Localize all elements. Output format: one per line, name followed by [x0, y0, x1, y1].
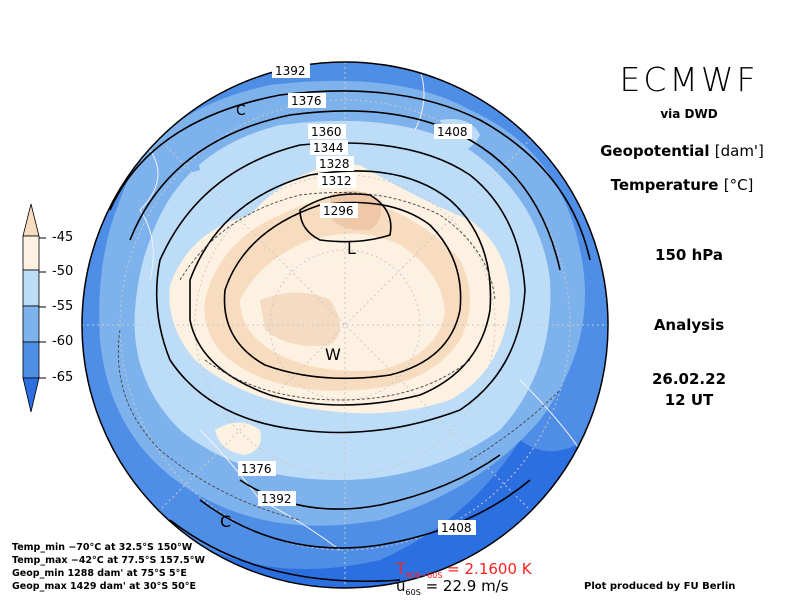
low-marker: L [347, 239, 356, 258]
colorbar-segment [22, 235, 40, 271]
cold-marker: C [236, 103, 246, 119]
product-type: Analysis [653, 316, 725, 334]
contour-label: 1392 [275, 64, 306, 78]
tdiff-subscript: 90S−60S [405, 571, 443, 580]
contour-label: 1376 [291, 94, 322, 108]
pressure-level: 150 hPa [655, 246, 723, 264]
colorbar-segment [22, 269, 40, 307]
contour-labels: 1392 1376 1360 1344 1328 1312 1296 1408 … [238, 63, 476, 535]
map-border [81, 61, 609, 589]
wind-metric: u60S = 22.9 m/s [396, 577, 509, 597]
map-field: H L W C C [82, 62, 608, 588]
contour-label: 1296 [323, 204, 354, 218]
field2-unit: [°C] [723, 176, 754, 194]
wind-subscript: 60S [405, 588, 421, 597]
colorbar-label: -50 [52, 264, 74, 279]
tdiff-value: = 2.1600 K [447, 560, 532, 578]
contour-label: 1408 [437, 125, 468, 139]
colorbar-label: -45 [52, 230, 74, 245]
colorbar-bottom-arrow [22, 377, 40, 413]
wind-value: = 22.9 m/s [425, 577, 509, 595]
tdiff-metric: T90S−60S = 2.1600 K [396, 560, 532, 580]
colorbar-segment [22, 305, 40, 343]
geop-max-stat: Geop_max 1429 dam' at 30°S 50°E [12, 581, 196, 592]
valid-date: 26.02.22 [651, 370, 727, 388]
cold-marker: C [220, 512, 231, 531]
contour-label: 1344 [313, 141, 344, 155]
colorbar-label: -65 [52, 370, 74, 385]
colorbar-segment [22, 341, 40, 379]
field1-unit: [dam'] [714, 142, 764, 160]
wind-symbol: u [396, 577, 406, 595]
field1-name: Geopotential [600, 142, 710, 160]
tdiff-symbol: T [396, 560, 406, 578]
high-marker: H [551, 130, 563, 149]
field2-title: Temperature [°C] [572, 176, 792, 194]
contour-label: 1408 [441, 521, 472, 535]
field2-name: Temperature [610, 176, 719, 194]
brand-title: ECMWF [619, 60, 759, 99]
warm-marker: W [325, 345, 341, 364]
source-label: via DWD [660, 107, 718, 121]
temperature-colorbar [22, 203, 46, 413]
temp-min-stat: Temp_min −70°C at 32.5°S 150°W [12, 542, 193, 553]
field1-title: Geopotential [dam'] [572, 142, 792, 160]
colorbar-label: -55 [52, 299, 74, 314]
geop-min-stat: Geop_min 1288 dam' at 75°S 5°E [12, 568, 187, 579]
contour-label: 1392 [261, 492, 292, 506]
credit-text: Plot produced by FU Berlin [584, 581, 736, 592]
contour-label: 1376 [241, 462, 272, 476]
colorbar-label: -60 [52, 334, 74, 349]
contour-label: 1328 [319, 157, 350, 171]
contour-label: 1360 [311, 125, 342, 139]
valid-time: 12 UT [664, 391, 714, 409]
colorbar-top-arrow [22, 203, 40, 237]
temp-max-stat: Temp_max −42°C at 77.5°S 157.5°W [12, 555, 205, 566]
contour-label: 1312 [321, 174, 352, 188]
